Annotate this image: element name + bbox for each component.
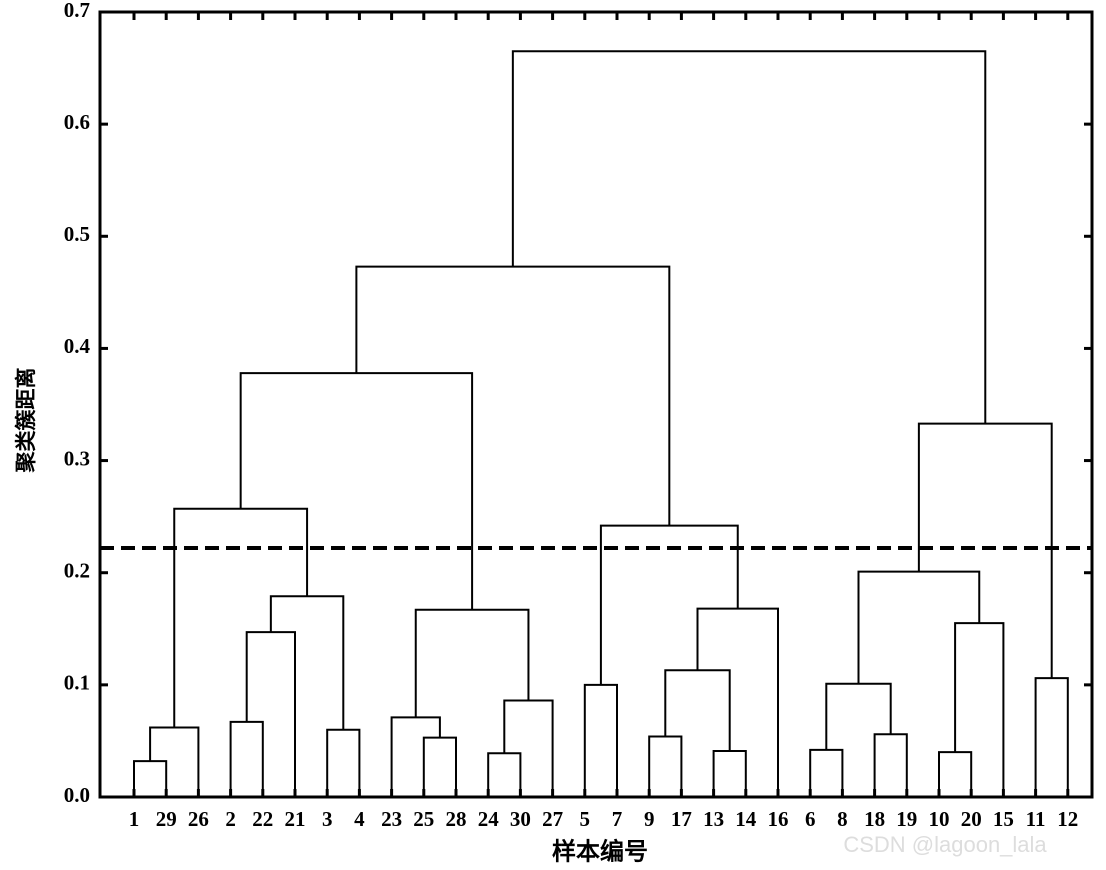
dendrogram-link: [917, 422, 1053, 679]
x-tick-label: 28: [446, 807, 467, 831]
y-tick-label: 0.3: [64, 446, 90, 470]
x-tick-label: 15: [993, 807, 1014, 831]
plot-frame: [98, 10, 1094, 799]
x-tick-label: 17: [671, 807, 692, 831]
x-tick-label: 8: [837, 807, 848, 831]
x-tick-label: 7: [612, 807, 623, 831]
y-tick-label: 0.6: [64, 110, 90, 134]
dendrogram-link: [857, 570, 981, 684]
dendrogram-link: [390, 716, 441, 797]
dendrogram-link: [173, 507, 309, 728]
x-tick-label: 13: [703, 807, 724, 831]
x-tick-label: 11: [1026, 807, 1046, 831]
dendrogram-link: [149, 726, 200, 797]
y-tick-label: 0.4: [64, 334, 91, 358]
x-tick-label: 30: [510, 807, 531, 831]
y-tick-label: 0.1: [64, 671, 90, 695]
x-tick-label: 12: [1057, 807, 1078, 831]
dendrogram-link: [809, 748, 844, 797]
x-tick-label: 21: [285, 807, 306, 831]
x-tick-label: 6: [805, 807, 816, 831]
dendrogram-link: [696, 607, 779, 797]
x-tick-label: 10: [929, 807, 950, 831]
x-tick-label: 24: [478, 807, 500, 831]
x-tick-label: 25: [413, 807, 434, 831]
dendrogram-link: [503, 699, 554, 797]
dendrogram-link: [1034, 677, 1069, 797]
dendrogram-link: [583, 683, 618, 797]
dendrogram-link: [133, 760, 168, 797]
x-tick-label: 18: [864, 807, 885, 831]
dendrogram-link: [245, 631, 296, 797]
y-tick-label: 0.0: [64, 783, 90, 807]
x-tick-label: 3: [322, 807, 333, 831]
dendrogram-link: [648, 735, 683, 797]
x-tick-label: 27: [542, 807, 563, 831]
dendrogram-link: [355, 265, 671, 526]
watermark: CSDN @lagoon_lala: [843, 832, 1047, 857]
x-tick-label: 1: [129, 807, 140, 831]
x-tick-label: 29: [156, 807, 177, 831]
x-tick-label: 9: [644, 807, 655, 831]
x-tick-label: 14: [735, 807, 757, 831]
dendrogram-link: [873, 733, 908, 797]
x-tick-label: 2: [225, 807, 236, 831]
y-tick-label: 0.2: [64, 559, 90, 583]
x-tick-label: 5: [580, 807, 591, 831]
x-tick-label: 22: [252, 807, 273, 831]
dendrogram-link: [511, 50, 987, 424]
dendrogram-link: [239, 372, 474, 610]
dendrogram-link: [269, 595, 345, 730]
x-axis-label: 样本编号: [552, 838, 648, 866]
y-tick-label: 0.7: [64, 0, 90, 22]
dendrogram-link: [487, 752, 522, 797]
x-tick-label: 26: [188, 807, 209, 831]
x-tick-label: 20: [961, 807, 982, 831]
dendrogram-link: [954, 622, 1005, 797]
x-tick-label: 16: [768, 807, 789, 831]
x-tick-label: 4: [354, 807, 365, 831]
y-tick-label: 0.5: [64, 222, 90, 246]
dendrogram-link: [422, 736, 457, 797]
x-tick-label: 23: [381, 807, 402, 831]
x-tick-label: 19: [896, 807, 917, 831]
dendrogram-link: [712, 750, 747, 797]
dendrogram-link: [825, 682, 892, 750]
y-axis-label: 聚类簇距离: [14, 368, 38, 474]
dendrogram-link: [938, 751, 973, 797]
dendrogram-link: [326, 728, 361, 797]
dendrogram-link: [229, 720, 264, 797]
dendrogram-link: [664, 669, 731, 752]
